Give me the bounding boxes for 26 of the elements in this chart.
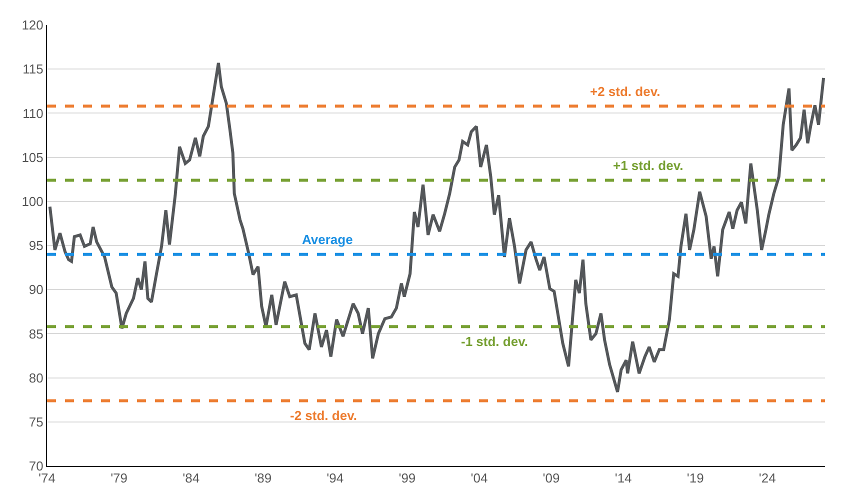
y-tick-label: 85 bbox=[28, 326, 44, 342]
ref-line-label: +2 std. dev. bbox=[590, 84, 660, 99]
y-tick-label: 80 bbox=[28, 370, 44, 386]
x-tick-label: '84 bbox=[182, 470, 200, 486]
y-tick-label: 95 bbox=[28, 238, 44, 254]
ref-line-label: -1 std. dev. bbox=[461, 334, 528, 349]
x-tick-label: '04 bbox=[470, 470, 488, 486]
y-tick-label: 115 bbox=[22, 62, 44, 77]
x-tick-label: '89 bbox=[254, 470, 272, 486]
y-tick-label: 100 bbox=[22, 194, 44, 209]
y-tick-label: 110 bbox=[22, 106, 44, 121]
ref-line-label: +1 std. dev. bbox=[613, 158, 684, 173]
x-tick-label: '09 bbox=[542, 470, 560, 486]
x-tick-label: '94 bbox=[326, 470, 344, 486]
x-tick-label: '79 bbox=[110, 470, 128, 486]
x-tick-label: '14 bbox=[614, 470, 632, 486]
y-tick-label: 75 bbox=[28, 414, 44, 430]
ref-line-label: -2 std. dev. bbox=[290, 408, 357, 423]
line-series bbox=[48, 61, 825, 394]
ref-line-label: Average bbox=[302, 232, 353, 247]
y-tick-label: 90 bbox=[28, 282, 44, 298]
x-tick-label: '19 bbox=[686, 470, 704, 486]
x-tick-label: '24 bbox=[758, 470, 776, 486]
x-tick-label: '99 bbox=[398, 470, 416, 486]
y-tick-label: 105 bbox=[22, 150, 44, 165]
y-tick-label: 120 bbox=[22, 18, 44, 33]
